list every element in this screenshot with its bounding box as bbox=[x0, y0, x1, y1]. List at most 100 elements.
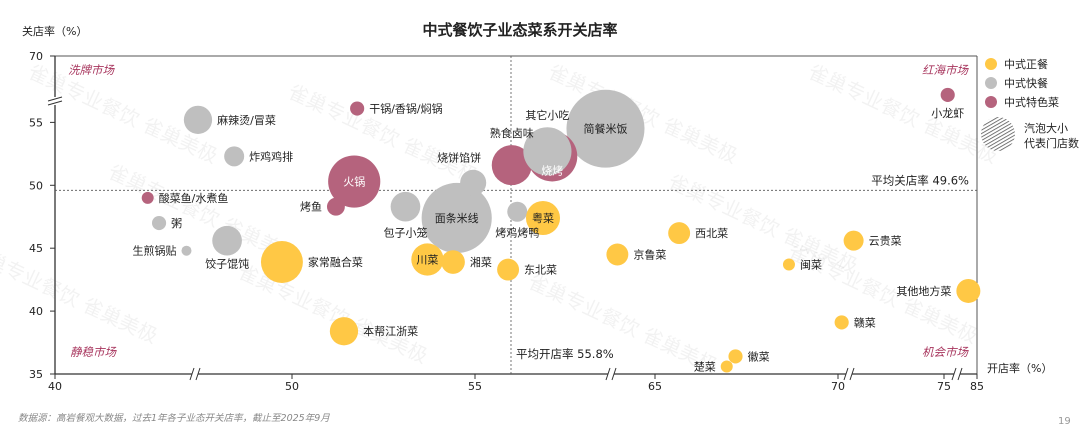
watermark-text: 雀巢专业餐饮 雀巢美极 bbox=[664, 169, 861, 278]
chart-title: 中式餐饮子业态菜系开关店率 bbox=[422, 21, 617, 39]
bubble-point bbox=[151, 215, 167, 231]
x-tick-label: 75 bbox=[937, 380, 951, 393]
x-axis-break-mark bbox=[605, 367, 611, 381]
bubble-label: 其他地方菜 bbox=[896, 284, 951, 298]
bubble-point bbox=[523, 127, 572, 176]
bubble-label: 家常融合菜 bbox=[308, 255, 363, 269]
legend-marker bbox=[985, 96, 997, 108]
y-tick-label: 45 bbox=[29, 242, 43, 255]
bubble-label: 烧饼馅饼 bbox=[437, 151, 481, 165]
bubble-label: 小龙虾 bbox=[931, 107, 964, 120]
quadrant-label-bottom-left: 静稳市场 bbox=[70, 345, 117, 359]
bubble-point bbox=[497, 258, 520, 281]
bubble-label: 酸菜鱼/水煮鱼 bbox=[159, 191, 229, 205]
bubble-point bbox=[940, 87, 955, 102]
bubble-label: 赣菜 bbox=[854, 315, 876, 329]
bubble-point bbox=[350, 101, 365, 116]
bubble-label: 熟食卤味 bbox=[490, 126, 534, 140]
bubble-label: 粤菜 bbox=[532, 211, 554, 225]
bubble-point bbox=[834, 315, 849, 330]
bubble-point bbox=[720, 360, 733, 373]
bubble-label: 云贵菜 bbox=[869, 235, 902, 248]
bubble-label: 楚菜 bbox=[694, 359, 716, 373]
x-tick-label: 85 bbox=[970, 380, 984, 393]
bubble-label: 生煎锅贴 bbox=[132, 244, 176, 258]
bubble-label: 粥 bbox=[171, 217, 182, 230]
bubble-label: 面条米线 bbox=[435, 211, 479, 225]
watermark-text: 雀巢专业餐饮 雀巢美极 bbox=[284, 79, 481, 188]
y-tick-label: 40 bbox=[29, 305, 43, 318]
x-tick-label: 65 bbox=[648, 380, 662, 393]
bubble-label: 炸鸡鸡排 bbox=[249, 149, 293, 163]
bubble-label: 饺子馄饨 bbox=[205, 256, 249, 270]
y-axis-title: 关店率（%） bbox=[22, 24, 87, 38]
bubble-point bbox=[491, 145, 532, 186]
bubble-size-legend-icon bbox=[981, 117, 1015, 151]
bubble-label: 川菜 bbox=[416, 254, 438, 267]
bubble-point bbox=[606, 243, 629, 266]
watermark-text: 雀巢专业餐饮 雀巢美极 bbox=[524, 269, 721, 378]
bubble-point bbox=[441, 250, 465, 274]
bubble-point bbox=[326, 197, 345, 216]
bubble-point bbox=[411, 243, 444, 276]
bubble-label: 烧烤 bbox=[541, 163, 563, 177]
quadrant-label-top-right: 红海市场 bbox=[922, 63, 969, 77]
axis-break-gap bbox=[50, 97, 60, 105]
watermark-layer: 雀巢专业餐饮 雀巢美极 雀巢专业餐饮 雀巢美极 雀巢专业餐饮 雀巢美极 雀巢专业餐饮 … bbox=[0, 59, 1002, 378]
y-tick-label: 70 bbox=[29, 50, 43, 63]
bubble-label: 烤鸡烤鸭 bbox=[495, 226, 539, 240]
bubble-point bbox=[728, 349, 743, 364]
axis-break-gap bbox=[192, 368, 198, 380]
x-tick-label: 50 bbox=[285, 380, 299, 393]
avg-open-rate-label: 平均开店率 55.8% bbox=[516, 347, 614, 361]
y-tick-label: 35 bbox=[29, 368, 43, 381]
bubble-label: 闽菜 bbox=[800, 259, 822, 272]
axes: 40 50 55 65 70 75 85 35 40 45 50 55 70 平均关店率 49.6% 平均开… bbox=[29, 50, 984, 393]
bubble-point bbox=[328, 155, 381, 208]
bubble-label: 本帮江浙菜 bbox=[363, 324, 418, 338]
bubble-point bbox=[141, 191, 154, 204]
bubble-point bbox=[421, 182, 492, 254]
y-axis-break-mark bbox=[47, 96, 63, 102]
page-number: 19 bbox=[1058, 416, 1071, 427]
axis-break-gap bbox=[608, 368, 614, 380]
x-tick-label: 55 bbox=[468, 380, 482, 393]
x-axis-break-mark bbox=[611, 367, 617, 381]
legend-label: 中式正餐 bbox=[1004, 57, 1048, 71]
legend-label: 中式快餐 bbox=[1004, 76, 1048, 90]
x-axis-break-mark bbox=[843, 367, 849, 381]
bubble-point bbox=[224, 146, 245, 167]
bubble-point bbox=[212, 225, 242, 256]
bubble-label: 其它小吃 bbox=[525, 108, 569, 122]
bubble-point bbox=[668, 222, 691, 245]
bubble-label: 徽菜 bbox=[748, 349, 770, 363]
bubble-label: 火锅 bbox=[343, 176, 365, 189]
bubble-label: 干锅/香锅/焖锅 bbox=[369, 102, 442, 116]
x-axis-break-mark bbox=[849, 367, 855, 381]
bubble-point bbox=[329, 317, 359, 346]
bubble-size-legend-label: 代表门店数 bbox=[1024, 136, 1079, 150]
bubble-point bbox=[260, 241, 303, 284]
bubble-label: 包子小笼 bbox=[383, 226, 427, 240]
legend-marker bbox=[985, 77, 997, 89]
x-axis-title: 开店率（%） bbox=[987, 361, 1052, 375]
y-tick-label: 55 bbox=[29, 116, 43, 129]
bubble-point bbox=[460, 169, 487, 196]
quadrant-label-bottom-right: 机会市场 bbox=[922, 345, 969, 359]
axis-break-gap bbox=[846, 368, 852, 380]
bubble-label: 简餐米饭 bbox=[583, 122, 627, 136]
x-axis-break-mark bbox=[951, 367, 957, 381]
bubble-point bbox=[956, 278, 981, 303]
quadrant-label-top-left: 洗牌市场 bbox=[68, 63, 115, 77]
bubble-label: 麻辣烫/冒菜 bbox=[217, 113, 276, 127]
bubble-point bbox=[390, 191, 421, 222]
x-tick-label: 70 bbox=[831, 380, 845, 393]
bubble-label: 东北菜 bbox=[524, 264, 557, 277]
x-axis-break-mark bbox=[957, 367, 963, 381]
bubble-point bbox=[566, 89, 645, 168]
bubble-point bbox=[507, 201, 528, 222]
bubble-label: 烤鱼 bbox=[300, 200, 322, 214]
